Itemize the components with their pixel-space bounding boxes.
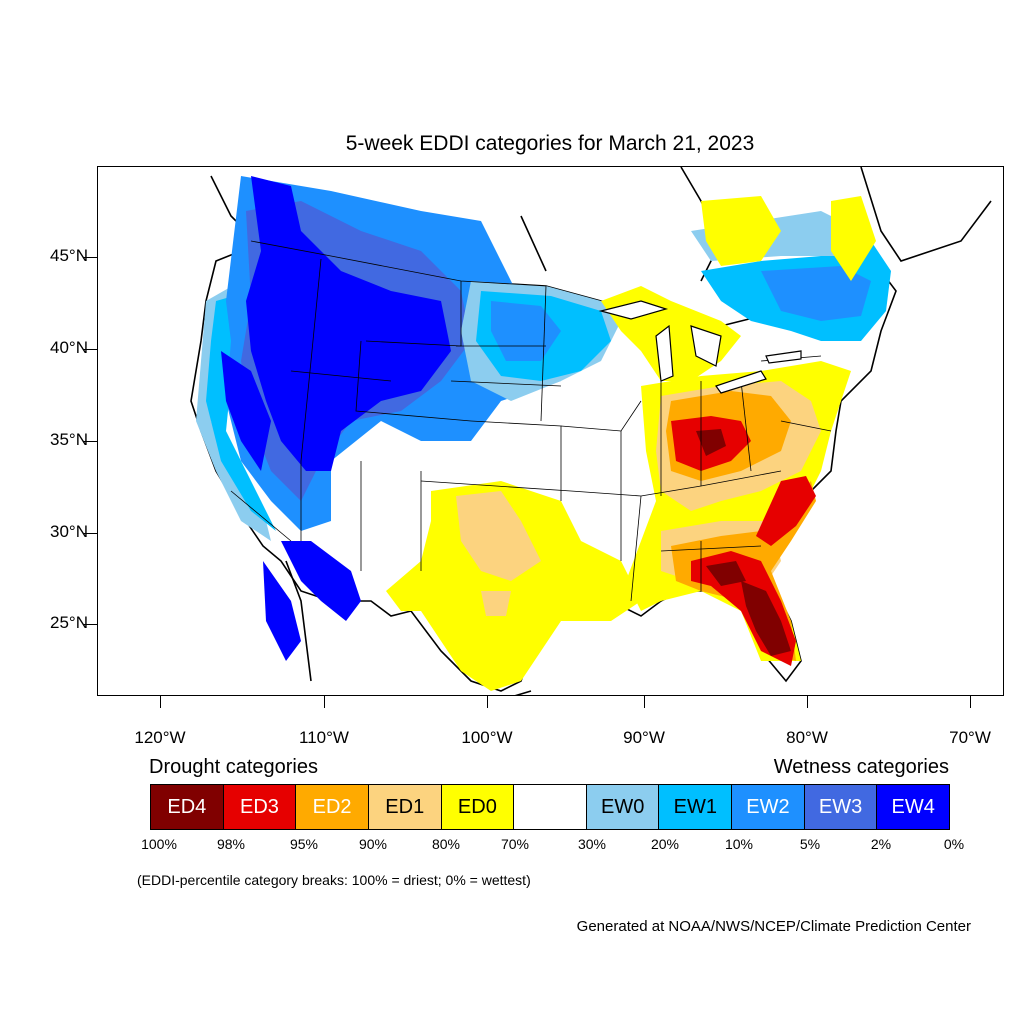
lat-label-40: 40°N: [50, 338, 88, 357]
wetness-categories-title: Wetness categories: [773, 756, 949, 778]
lon-label-80: 80°W: [786, 728, 828, 747]
lat-tick-25: [83, 624, 97, 625]
great-lakes: [598, 300, 802, 394]
ed4-region-kentucky: [696, 429, 726, 456]
lon-tick-100: [487, 696, 488, 708]
legend-cell-ed4: ED4: [151, 785, 224, 829]
map-frame: [97, 166, 1004, 696]
ew4-region-great-basin: [221, 351, 271, 471]
ew4-region-southwest: [281, 541, 361, 621]
ed1-region-texas: [456, 491, 541, 581]
lon-tick-120: [160, 696, 161, 708]
ed1-region-texas-south: [481, 591, 511, 616]
legend-break-10: 2%: [870, 836, 892, 852]
lat-label-30: 30°N: [50, 522, 88, 541]
ew1-region-west: [206, 291, 291, 531]
legend-cell-ew4: EW4: [877, 785, 950, 829]
legend-break-6: 30%: [577, 836, 607, 852]
lon-tick-110: [324, 696, 325, 708]
map-title: 5-week EDDI categories for March 21, 202…: [345, 132, 755, 155]
lat-label-25: 25°N: [50, 613, 88, 632]
lat-label-45: 45°N: [50, 246, 88, 265]
legend-break-2: 95%: [289, 836, 319, 852]
legend-break-9: 5%: [799, 836, 821, 852]
category-breaks-note: (EDDI-percentile category breaks: 100% =…: [137, 872, 531, 888]
legend-cell-ed2: ED2: [296, 785, 369, 829]
legend-label-ed1: ED1: [385, 795, 425, 818]
legend-cell-ew3: EW3: [804, 785, 878, 829]
lon-label-100: 100°W: [461, 728, 513, 747]
legend-cell-normal: [514, 785, 587, 829]
credit-line: Generated at NOAA/NWS/NCEP/Climate Predi…: [576, 918, 971, 935]
ed4-region-georgia: [706, 561, 746, 586]
ed0-region-quebec: [701, 196, 781, 266]
legend-cell-ew1: EW1: [659, 785, 733, 829]
legend-cell-ed1: ED1: [368, 785, 442, 829]
ed4-region-florida: [741, 581, 791, 656]
ew2-region-northeast: [761, 266, 871, 321]
lon-label-70: 70°W: [949, 728, 991, 747]
drought-categories-title: Drought categories: [149, 756, 318, 778]
legend-break-1: 98%: [216, 836, 246, 852]
lon-tick-80: [807, 696, 808, 708]
legend-color-bar: ED4 ED3 ED2 ED1 ED0 EW0 EW1 EW2 EW3 EW4: [150, 784, 950, 830]
ed0-region-southern-plains: [386, 481, 641, 691]
legend-label-ew1: EW1: [673, 795, 717, 818]
legend-break-8: 10%: [724, 836, 754, 852]
ed0-region-maine: [831, 196, 876, 281]
lat-tick-30: [83, 533, 97, 534]
legend-break-0: 100%: [141, 836, 177, 852]
state-borders: [230, 240, 832, 602]
lon-tick-70: [970, 696, 971, 708]
legend-break-5: 70%: [500, 836, 530, 852]
legend-cell-ed0: ED0: [441, 785, 515, 829]
conus-map: [190, 167, 992, 695]
lon-tick-90: [644, 696, 645, 708]
legend-break-7: 20%: [650, 836, 680, 852]
legend-cell-ew2: EW2: [732, 785, 805, 829]
legend-break-3: 90%: [358, 836, 388, 852]
legend-label-ew2: EW2: [746, 795, 790, 818]
lat-tick-35: [83, 441, 97, 442]
legend-label-ew0: EW0: [600, 795, 645, 818]
lat-tick-45: [83, 257, 97, 258]
legend-label-ed4: ED4: [167, 795, 207, 818]
legend-label-ed3: ED3: [240, 795, 279, 818]
ed3-region-carolinas: [756, 476, 816, 546]
lon-label-120: 120°W: [134, 728, 186, 747]
lon-label-90: 90°W: [623, 728, 665, 747]
legend-label-ed0: ED0: [457, 795, 497, 818]
legend-break-11: 0%: [943, 836, 965, 852]
legend-label-ed2: ED2: [312, 795, 352, 818]
legend-break-4: 80%: [431, 836, 461, 852]
legend-label-ew3: EW3: [818, 795, 863, 818]
legend-cell-ed3: ED3: [223, 785, 297, 829]
lon-label-110: 110°W: [299, 728, 349, 747]
lat-tick-40: [83, 349, 97, 350]
legend-cell-ew0: EW0: [586, 785, 660, 829]
legend-label-ew4: EW4: [891, 795, 935, 818]
lat-label-35: 35°N: [50, 430, 88, 449]
ew4-region-baja: [263, 561, 301, 661]
